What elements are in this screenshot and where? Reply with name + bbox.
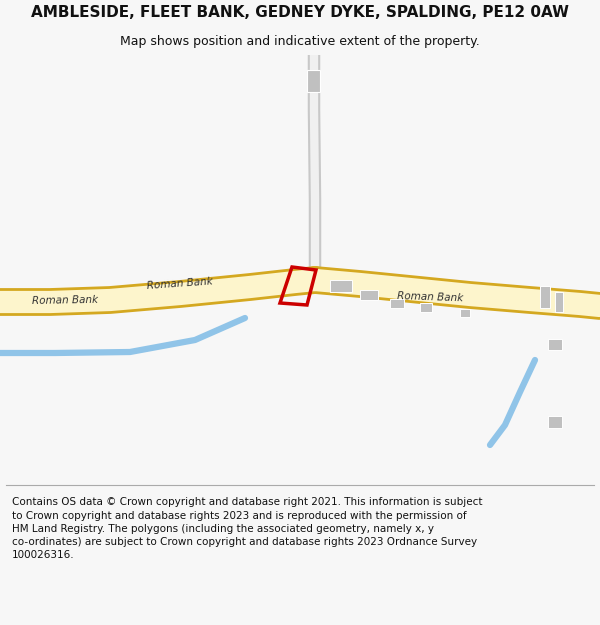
Text: Contains OS data © Crown copyright and database right 2021. This information is : Contains OS data © Crown copyright and d…	[12, 498, 482, 560]
Bar	[360, 290, 378, 300]
Text: Roman Bank: Roman Bank	[32, 294, 98, 306]
Bar	[548, 339, 562, 350]
Bar	[460, 309, 470, 317]
Text: Map shows position and indicative extent of the property.: Map shows position and indicative extent…	[120, 35, 480, 48]
Bar	[548, 416, 562, 428]
Bar	[555, 292, 563, 312]
Text: Roman Bank: Roman Bank	[146, 277, 214, 291]
Bar	[540, 286, 550, 308]
Text: Roman Bank: Roman Bank	[397, 291, 463, 303]
Bar	[307, 70, 320, 92]
Bar	[330, 280, 352, 292]
Bar	[420, 303, 432, 312]
Text: AMBLESIDE, FLEET BANK, GEDNEY DYKE, SPALDING, PE12 0AW: AMBLESIDE, FLEET BANK, GEDNEY DYKE, SPAL…	[31, 4, 569, 19]
Bar	[390, 299, 404, 308]
